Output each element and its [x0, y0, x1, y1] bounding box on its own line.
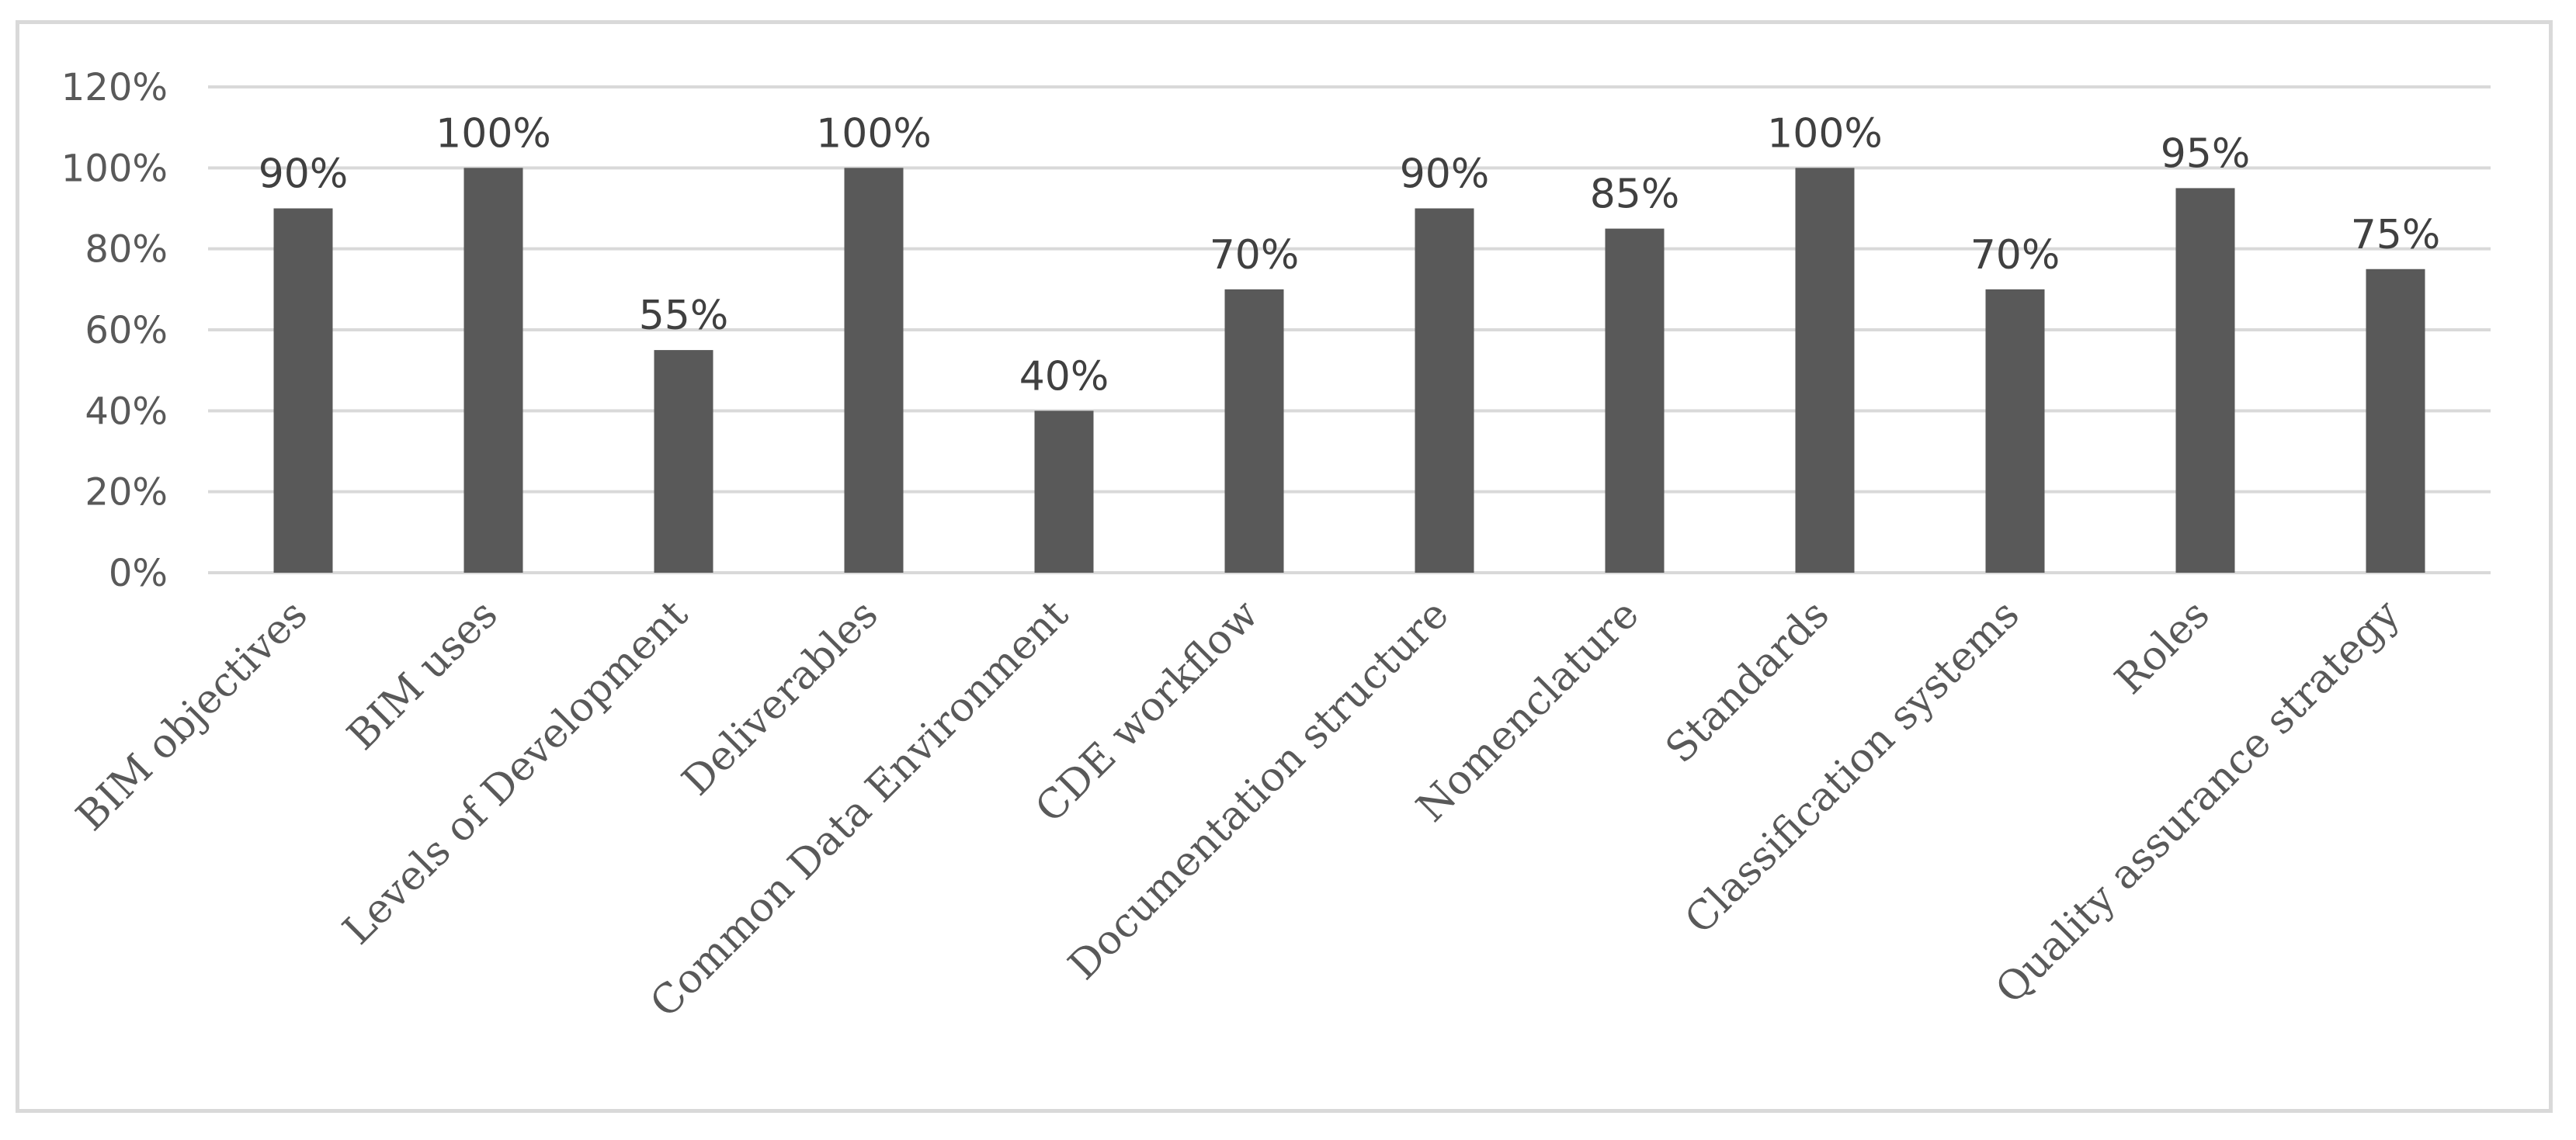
data-label: 40%	[1019, 353, 1109, 400]
bar	[654, 350, 713, 573]
bar	[273, 208, 333, 573]
y-tick-label: 20%	[85, 471, 168, 515]
bar	[2175, 188, 2235, 573]
data-label: 85%	[1590, 172, 1680, 218]
x-category-label: Common Data Environment	[641, 591, 1077, 1027]
data-label: 90%	[259, 151, 349, 198]
chart-frame	[16, 20, 2553, 1113]
x-category-label: Deliverables	[674, 591, 887, 805]
y-tick-label: 60%	[85, 309, 168, 352]
bar	[1034, 411, 1094, 573]
bar	[1795, 168, 1855, 573]
x-category-label: Roles	[2106, 591, 2219, 704]
bars	[273, 168, 2425, 573]
gridlines	[208, 85, 2491, 574]
data-labels: 90% 100% 55% 100% 40% 70% 90% 85% 100% 70% 95% 75%	[259, 110, 2441, 400]
data-label: 95%	[2161, 130, 2251, 177]
bar	[1224, 289, 1284, 573]
x-category-label: Documentation structure	[1060, 591, 1458, 989]
bar	[844, 168, 904, 573]
y-tick-label: 120%	[61, 66, 168, 109]
y-axis-ticks: 0% 20% 40% 60% 80% 100% 120%	[61, 66, 168, 595]
x-category-label: Quality assurance strategy	[1987, 591, 2409, 1013]
data-label: 70%	[1970, 232, 2060, 279]
data-label: 100%	[1767, 110, 1883, 157]
x-category-label: Classification systems	[1676, 591, 2029, 944]
data-label: 70%	[1210, 232, 1300, 279]
data-label: 100%	[816, 110, 932, 157]
y-tick-label: 0%	[109, 552, 168, 595]
bar	[1605, 228, 1665, 573]
bar	[2366, 269, 2425, 573]
bar	[463, 168, 523, 573]
x-category-label: Standards	[1657, 591, 1838, 772]
x-category-label: Levels of Development	[335, 591, 697, 954]
x-category-label: BIM uses	[338, 591, 506, 759]
data-label: 100%	[436, 110, 551, 157]
y-tick-label: 80%	[85, 228, 168, 272]
data-label: 55%	[639, 293, 729, 339]
bar	[1985, 289, 2045, 573]
data-label: 90%	[1400, 151, 1490, 198]
y-tick-label: 100%	[61, 147, 168, 190]
data-label: 75%	[2351, 212, 2441, 258]
x-category-label: BIM objectives	[68, 591, 317, 840]
y-tick-label: 40%	[85, 390, 168, 433]
bar	[1415, 208, 1474, 573]
